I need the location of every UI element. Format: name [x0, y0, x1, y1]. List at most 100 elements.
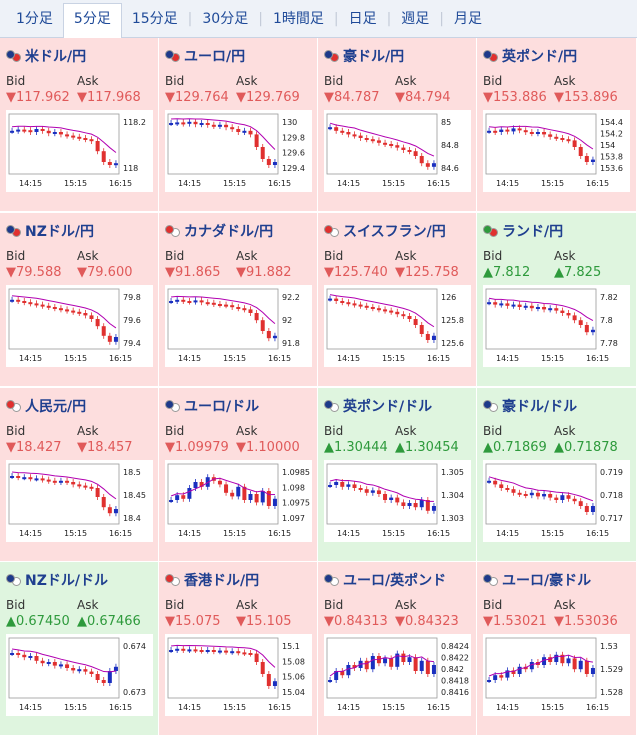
chart-frame	[326, 463, 438, 524]
candle	[517, 128, 522, 131]
rate-panel[interactable]: 香港ドル/円 Bid Ask ▼15.075 ▼15.105 15.1 15.08 15.06…	[159, 562, 318, 737]
pair-title[interactable]: 豪ドル/ドル	[483, 396, 577, 416]
mini-chart[interactable]: 18.5 18.45 18.4 14:15 15:15 16:15	[6, 459, 153, 542]
tab-7[interactable]: 月足	[454, 10, 483, 27]
mini-chart[interactable]: 0.719 0.718 0.717 14:15 15:15 16:15	[483, 459, 630, 542]
tab-5[interactable]: 日足	[348, 10, 377, 27]
mini-chart[interactable]: 154.4 154.2 154 153.8 153.6 14:15 15:15 16:15	[483, 110, 630, 192]
pair-title[interactable]: 英ポンド/円	[483, 46, 577, 66]
candle	[499, 129, 504, 132]
price-chart: 18.5 18.45 18.4 14:15 15:15 16:15	[8, 463, 146, 538]
candle	[370, 306, 375, 309]
pair-name: 豪ドル/円	[343, 49, 405, 65]
pair-title[interactable]: ユーロ/ドル	[165, 396, 259, 416]
candle	[584, 324, 589, 332]
rate-panel[interactable]: カナダドル/円 Bid Ask ▼91.865 ▼91.882 92.2 92 91.8 14:…	[159, 212, 318, 387]
candle	[419, 499, 424, 507]
mini-chart[interactable]: 92.2 92 91.8 14:15 15:15 16:15	[165, 284, 312, 367]
candle	[107, 335, 112, 342]
bid-label: Bid	[6, 248, 26, 263]
bid-value: ▼91.865	[165, 264, 221, 280]
candle	[83, 669, 88, 672]
tab-2[interactable]: 15分足	[131, 10, 178, 27]
mini-chart[interactable]: 79.8 79.6 79.4 14:15 15:15 16:15	[6, 284, 153, 367]
tab-4[interactable]: 1時間足	[272, 10, 324, 27]
mini-chart[interactable]: 130 129.8 129.6 129.4 14:15 15:15 16:15	[165, 110, 312, 192]
candle	[193, 121, 198, 125]
rate-panel[interactable]: 英ポンド/円 Bid Ask ▼153.886 ▼153.896 154.4 154.2 15…	[477, 38, 637, 212]
candle	[34, 129, 39, 132]
tab-6[interactable]: 週足	[401, 10, 430, 27]
pair-title[interactable]: ユーロ/円	[165, 46, 245, 66]
pair-title[interactable]: NZドル/円	[6, 221, 94, 241]
candle	[266, 159, 271, 165]
pair-title[interactable]: 人民元/円	[6, 396, 86, 416]
mini-chart[interactable]: 1.53 1.529 1.528 14:15 15:15 16:15	[483, 634, 630, 717]
bid-label: Bid	[483, 423, 503, 438]
pair-title[interactable]: 香港ドル/円	[165, 570, 259, 590]
pair-title[interactable]: スイスフラン/円	[324, 221, 446, 241]
tab-1[interactable]: 5分足	[62, 3, 122, 41]
rate-panel[interactable]: 人民元/円 Bid Ask ▼18.427 ▼18.457 18.5 18.45 18.4 14…	[0, 387, 159, 562]
candle	[560, 655, 565, 664]
ask-value: ▼15.105	[236, 614, 292, 630]
pair-title[interactable]: ユーロ/英ポンド	[324, 570, 446, 590]
pair-title[interactable]: カナダドル/円	[165, 221, 273, 241]
y-tick-label: 154.4	[600, 118, 623, 127]
pair-title[interactable]: NZドル/ドル	[6, 570, 108, 590]
candle	[260, 662, 265, 675]
rate-panel[interactable]: ユーロ/ドル Bid Ask ▼1.09979 ▼1.10000 1.0985 1.098 1…	[159, 387, 318, 562]
pair-title[interactable]: ユーロ/豪ドル	[483, 570, 591, 590]
pair-name: 豪ドル/ドル	[502, 398, 578, 415]
candle	[578, 147, 583, 156]
mini-chart[interactable]: 15.1 15.08 15.06 15.04 14:15 15:15 16:15	[165, 634, 312, 717]
candle	[52, 306, 57, 309]
pair-title[interactable]: 英ポンド/ドル	[324, 396, 432, 416]
mini-chart[interactable]: 0.8424 0.8422 0.842 0.8418 0.8416 14:15 15:15 1…	[324, 634, 471, 717]
pair-title[interactable]: ランド/円	[483, 221, 563, 241]
x-time-label: 14:15	[337, 354, 360, 363]
mini-chart[interactable]: 85 84.8 84.6 14:15 15:15 16:15	[324, 110, 471, 192]
candle	[566, 139, 571, 142]
bid-value: ▼0.84313	[324, 614, 388, 630]
candle	[376, 140, 381, 143]
mini-chart[interactable]: 1.305 1.304 1.303 14:15 15:15 16:15	[324, 459, 471, 542]
mini-chart[interactable]: 0.674 0.673 14:15 15:15 16:15	[6, 634, 153, 717]
candle	[28, 130, 33, 133]
flag-icon	[165, 224, 181, 237]
rate-panel[interactable]: ランド/円 Bid Ask ▲7.812 ▲7.825 7.82 7.8 7.78 14:15 1…	[477, 212, 637, 387]
rate-panel[interactable]: 豪ドル/円 Bid Ask ▼84.787 ▼84.794 85 84.8 84.6 14:15…	[318, 38, 477, 212]
candle	[193, 300, 198, 303]
tab-3[interactable]: 30分足	[202, 10, 249, 27]
rate-panel[interactable]: NZドル/ドル Bid Ask ▲0.67450 ▲0.67466 0.674 0.673 1…	[0, 562, 159, 737]
x-time-label: 16:15	[427, 529, 450, 538]
rate-panel[interactable]: 英ポンド/ドル Bid Ask ▲1.30444 ▲1.30454 1.305 1.304 1…	[318, 387, 477, 562]
rate-panel[interactable]: ユーロ/豪ドル Bid Ask ▼1.53021 ▼1.53036 1.53 1.529 1.…	[477, 562, 637, 737]
rate-panel[interactable]: ユーロ/円 Bid Ask ▼129.764 ▼129.769 130 129.8 129.6…	[159, 38, 318, 212]
ask-value: ▲1.30454	[395, 439, 459, 455]
candle	[572, 315, 577, 320]
candle	[22, 655, 27, 658]
tab-0[interactable]: 1分足	[16, 10, 53, 27]
pair-title[interactable]: 米ドル/円	[6, 46, 86, 66]
y-tick-label: 126	[441, 293, 456, 302]
candle	[566, 658, 571, 664]
mini-chart[interactable]: 126 125.8 125.6 14:15 15:15 16:15	[324, 284, 471, 367]
x-time-label: 15:15	[223, 179, 246, 188]
ask-label: Ask	[236, 248, 258, 263]
mini-chart[interactable]: 118.2 118 14:15 15:15 16:15	[6, 110, 153, 192]
x-time-label: 14:15	[337, 179, 360, 188]
ask-label: Ask	[236, 423, 258, 438]
candle	[346, 301, 351, 304]
rate-panel[interactable]: ユーロ/英ポンド Bid Ask ▼0.84313 ▼0.84323 0.8424 0.84…	[318, 562, 477, 737]
y-tick-label: 0.8424	[441, 642, 469, 651]
chart-frame	[167, 288, 279, 350]
rate-panel[interactable]: 豪ドル/ドル Bid Ask ▲0.71869 ▲0.71878 0.719 0.718 0.…	[477, 387, 637, 562]
pair-title[interactable]: 豪ドル/円	[324, 46, 404, 66]
mini-chart[interactable]: 1.0985 1.098 1.0975 1.097 14:15 15:15 16:15	[165, 459, 312, 542]
rate-panel[interactable]: NZドル/円 Bid Ask ▼79.588 ▼79.600 79.8 79.6 79.4 14…	[0, 212, 159, 387]
ask-value: ▼117.968	[77, 90, 141, 105]
rate-panel[interactable]: 米ドル/円 Bid Ask ▼117.962 ▼117.968 118.2 118 14:15…	[0, 38, 159, 212]
rate-panel[interactable]: スイスフラン/円 Bid Ask ▼125.740 ▼125.758 126 125.8 12…	[318, 212, 477, 387]
mini-chart[interactable]: 7.82 7.8 7.78 14:15 15:15 16:15	[483, 284, 630, 367]
